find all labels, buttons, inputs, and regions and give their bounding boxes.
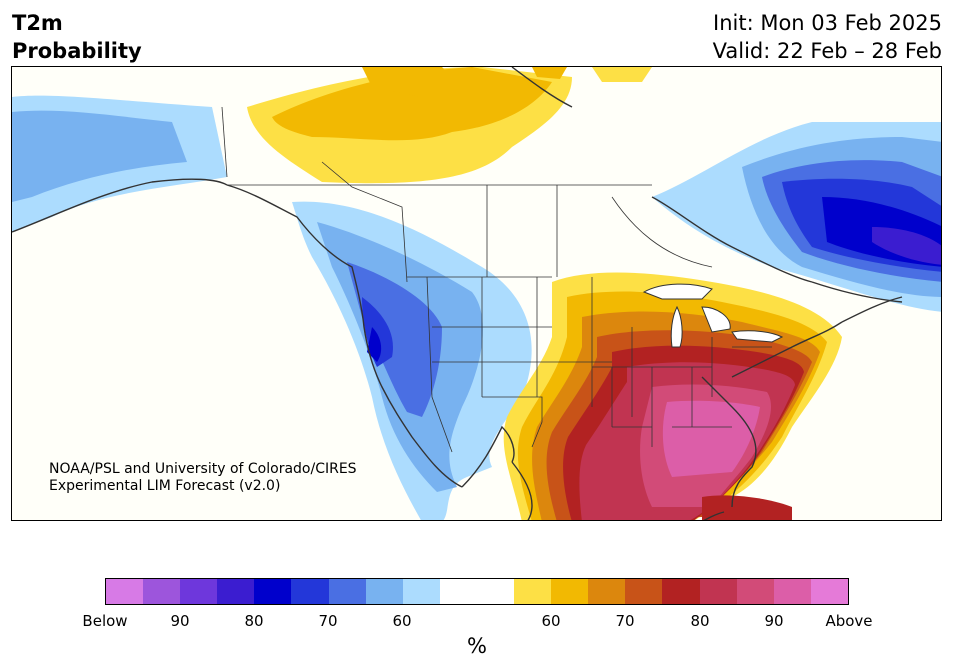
title-variable: T2m: [12, 11, 63, 35]
colorbar-cell: [773, 579, 811, 604]
colorbar-tick-label: 80: [244, 612, 264, 630]
colorbar-tick-label: 90: [764, 612, 784, 630]
colorbar-unit: %: [467, 634, 487, 658]
alaska-below-normal: [12, 95, 227, 232]
colorbar-cell: [365, 579, 403, 604]
credit-line-2: Experimental LIM Forecast (v2.0): [49, 478, 281, 494]
colorbar-cell: [699, 579, 737, 604]
title-product: Probability: [12, 39, 142, 63]
western-us-below-normal: [292, 201, 532, 520]
cuba-above-normal: [702, 495, 792, 520]
colorbar-cell: [106, 579, 144, 604]
colorbar-tick-label: 70: [615, 612, 635, 630]
colorbar-cell: [402, 579, 440, 604]
probability-map: [11, 66, 942, 521]
yucatan-above-normal: [650, 508, 684, 520]
credit-line-1: NOAA/PSL and University of Colorado/CIRE…: [49, 461, 357, 477]
valid-range: Valid: 22 Feb – 28 Feb: [712, 39, 942, 63]
forecast-dates: Init: Mon 03 Feb 2025 Valid: 22 Feb – 28…: [713, 9, 942, 65]
colorbar-cell: [180, 579, 218, 604]
colorbar-tick-label: Below: [82, 612, 128, 630]
colorbar-cell: [291, 579, 329, 604]
init-date: Init: Mon 03 Feb 2025: [713, 11, 942, 35]
colorbar: [105, 578, 849, 605]
colorbar-tick-label: 60: [392, 612, 412, 630]
colorbar-tick-label: 80: [690, 612, 710, 630]
colorbar-tick-label: 60: [541, 612, 561, 630]
colorbar-cell: [217, 579, 255, 604]
colorbar-cell: [551, 579, 589, 604]
colorbar-cell: [625, 579, 663, 604]
colorbar-cell: [514, 579, 552, 604]
colorbar-cell: [810, 579, 848, 604]
colorbar-tick-label: Above: [825, 612, 873, 630]
colorbar-cell: [439, 579, 477, 604]
quebec-below-normal: [652, 122, 941, 312]
colorbar-tick-label: 70: [318, 612, 338, 630]
great-lakes: [642, 283, 784, 348]
colorbar-cell: [588, 579, 626, 604]
colorbar-cell: [328, 579, 366, 604]
map-title: T2m Probability: [12, 9, 142, 65]
map-canvas: [12, 67, 941, 520]
colorbar-cell: [254, 579, 292, 604]
coastlines: [12, 67, 903, 520]
colorbar-tick-label: 90: [170, 612, 190, 630]
credit-text: NOAA/PSL and University of Colorado/CIRE…: [49, 461, 357, 495]
colorbar-cell: [662, 579, 700, 604]
colorbar-cell: [736, 579, 774, 604]
colorbar-cell: [476, 579, 515, 604]
southeast-above-normal: [503, 272, 842, 520]
colorbar-cell: [143, 579, 181, 604]
northern-canada-above-normal: [247, 67, 652, 184]
